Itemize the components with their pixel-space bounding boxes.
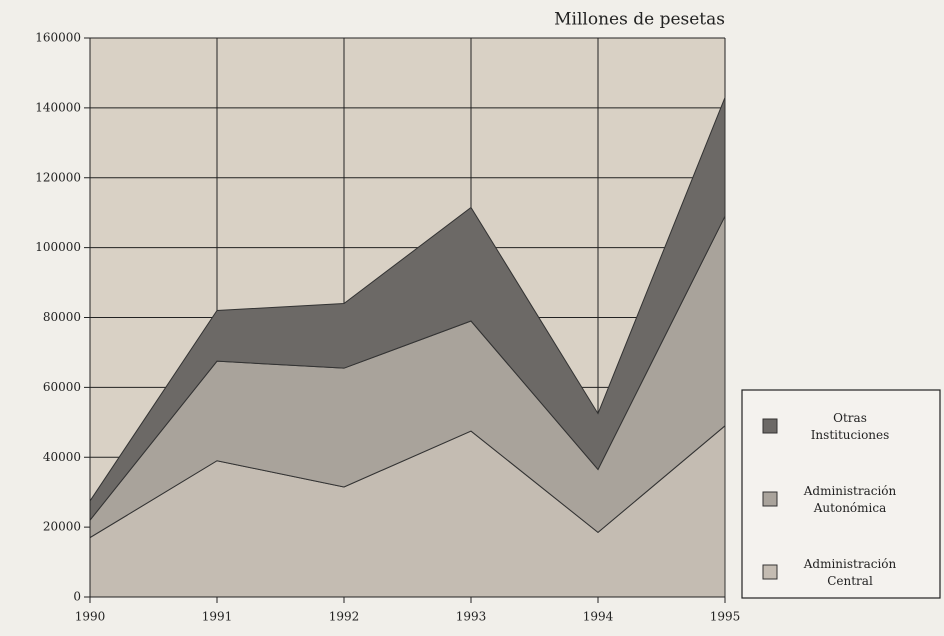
x-tick-label: 1994 <box>583 610 614 624</box>
x-tick-label: 1995 <box>710 610 741 624</box>
x-tick-label: 1993 <box>456 610 487 624</box>
y-tick-label: 160000 <box>35 31 81 45</box>
y-tick-label: 100000 <box>35 240 81 254</box>
legend-swatch <box>762 418 778 434</box>
y-tick-label: 120000 <box>35 170 81 184</box>
legend-label: Otras Instituciones <box>811 411 890 442</box>
x-tick-label: 1991 <box>202 610 233 624</box>
legend-label: Administración Autonómica <box>803 484 897 515</box>
legend-label: Administración Central <box>803 557 897 588</box>
y-tick-label: 40000 <box>43 450 81 464</box>
x-tick-label: 1992 <box>329 610 360 624</box>
legend-swatch <box>762 491 778 507</box>
y-tick-label: 60000 <box>43 380 81 394</box>
y-tick-label: 20000 <box>43 520 81 534</box>
area <box>89 97 726 522</box>
legend-swatch <box>762 564 778 580</box>
chart-title: Millones de pesetas <box>554 10 725 30</box>
y-tick-label: 80000 <box>43 310 81 324</box>
x-tick-label: 1990 <box>75 610 106 624</box>
y-tick-label: 0 <box>73 590 81 604</box>
y-tick-label: 140000 <box>35 100 81 114</box>
